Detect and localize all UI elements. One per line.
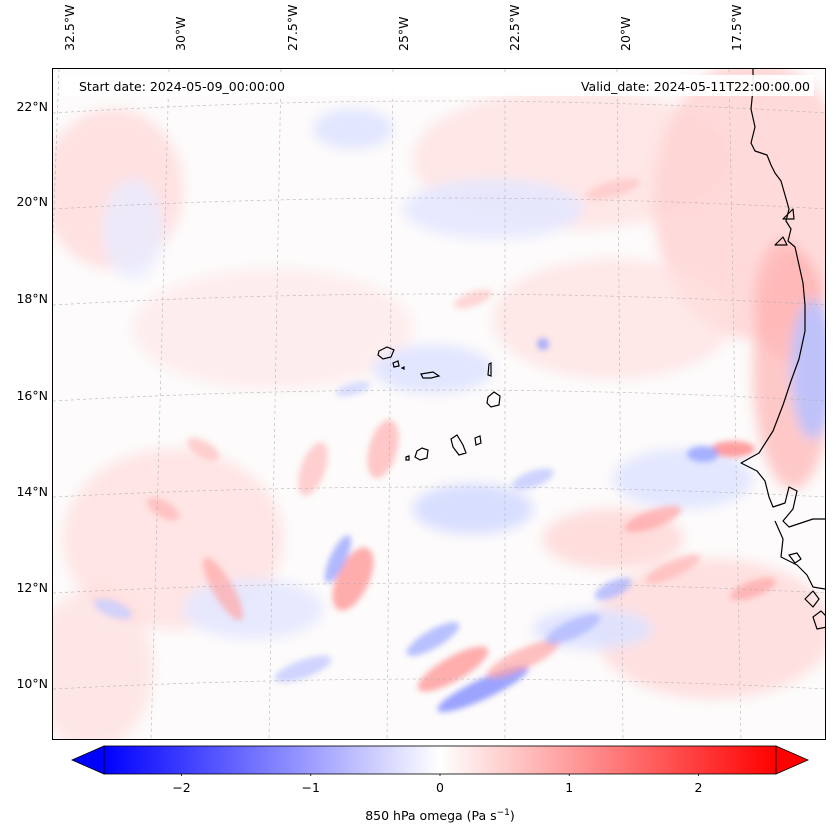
lat-label-20n: 20°N	[16, 194, 48, 209]
colorbar-label-end: )	[509, 808, 515, 824]
lon-label-25w: 25°W	[396, 16, 411, 51]
map-panel[interactable]	[52, 68, 826, 740]
west-africa-coastline	[740, 69, 825, 630]
lon-label-32-5w: 32.5°W	[62, 4, 77, 51]
lon-label-22-5w: 22.5°W	[507, 4, 522, 51]
lon-label-30w: 30°W	[173, 16, 188, 51]
valid-date-text: Valid_date: 2024-05-11T22:00:00.00	[580, 79, 810, 94]
cape-verde-islands	[377, 346, 501, 461]
colorbar-tick-label-minus-2: −2	[172, 780, 191, 795]
colorbar-tick-marks	[181, 774, 699, 776]
lat-label-12n: 12°N	[16, 580, 48, 595]
start-date-text: Start date: 2024-05-09_00:00:00	[79, 79, 285, 94]
lat-label-14n: 14°N	[16, 484, 48, 499]
lon-label-20w: 20°W	[618, 16, 633, 51]
omega-field-map	[53, 69, 825, 739]
graticule	[53, 69, 825, 739]
colorbar-tick-label-minus-1: −1	[301, 780, 320, 795]
lon-label-17-5w: 17.5°W	[729, 4, 744, 51]
lat-label-16n: 16°N	[16, 388, 48, 403]
colorbar-extend-min	[71, 745, 105, 775]
colorbar-label-sup: −1	[496, 808, 510, 818]
colorbar	[71, 745, 809, 776]
colorbar-gradient	[103, 745, 777, 775]
colorbar-label: 850 hPa omega (Pa s−1)	[0, 808, 837, 823]
colorbar-tick-label-2: 2	[694, 780, 703, 795]
colorbar-extend-max	[775, 745, 809, 775]
colorbar-label-main: 850 hPa omega (Pa s	[365, 808, 497, 824]
lat-label-10n: 10°N	[16, 676, 48, 691]
omega-field-layer	[53, 69, 825, 739]
colorbar-tick-label-1: 1	[565, 780, 574, 795]
lon-label-27-5w: 27.5°W	[285, 4, 300, 51]
colorbar-tick-label-0: 0	[436, 780, 444, 795]
date-header-band	[62, 75, 814, 96]
lat-label-22n: 22°N	[16, 99, 48, 114]
lat-label-18n: 18°N	[16, 291, 48, 306]
